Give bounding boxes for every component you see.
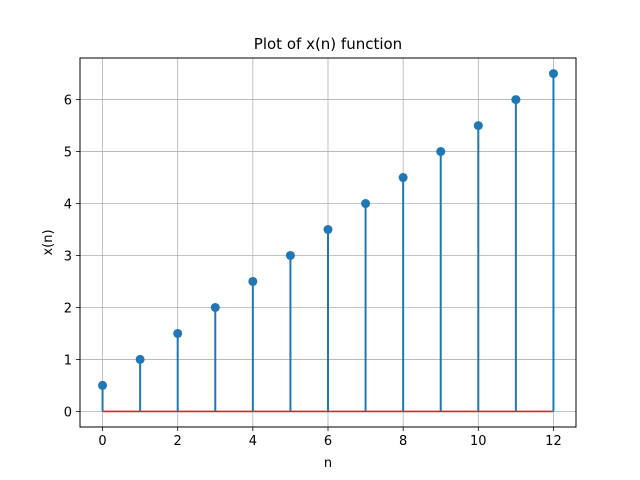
y-tick-label: 6 (64, 94, 72, 109)
x-tick-label: 0 (98, 434, 106, 449)
stem-marker (548, 69, 558, 79)
stem-marker (135, 354, 145, 364)
stem-marker (436, 147, 446, 157)
x-tick-label: 6 (324, 434, 332, 449)
y-tick-label: 4 (64, 198, 72, 213)
y-tick-label: 0 (64, 405, 72, 420)
y-tick-label: 5 (64, 146, 72, 161)
stems (98, 69, 558, 412)
stem-marker (173, 328, 183, 338)
stem-marker (361, 199, 371, 209)
stem-marker (398, 173, 408, 183)
x-tick-label: 8 (399, 434, 407, 449)
y-tick-label: 1 (64, 353, 72, 368)
x-tick-label: 4 (249, 434, 257, 449)
y-tick-label: 2 (64, 301, 72, 316)
y-tick-label: 3 (64, 249, 72, 264)
x-tick-label: 2 (174, 434, 182, 449)
x-tick-label: 10 (470, 434, 487, 449)
stem-marker (473, 121, 483, 131)
stem-marker (323, 225, 333, 235)
chart-title: Plot of x(n) function (254, 35, 402, 53)
x-axis-label: n (324, 456, 332, 471)
stem-marker (210, 302, 220, 312)
stem-marker (285, 250, 295, 260)
x-tick-label: 12 (545, 434, 562, 449)
y-axis-label: x(n) (41, 229, 56, 255)
stem-marker (511, 95, 521, 105)
stem-marker (248, 276, 258, 286)
stem-marker (98, 380, 108, 390)
